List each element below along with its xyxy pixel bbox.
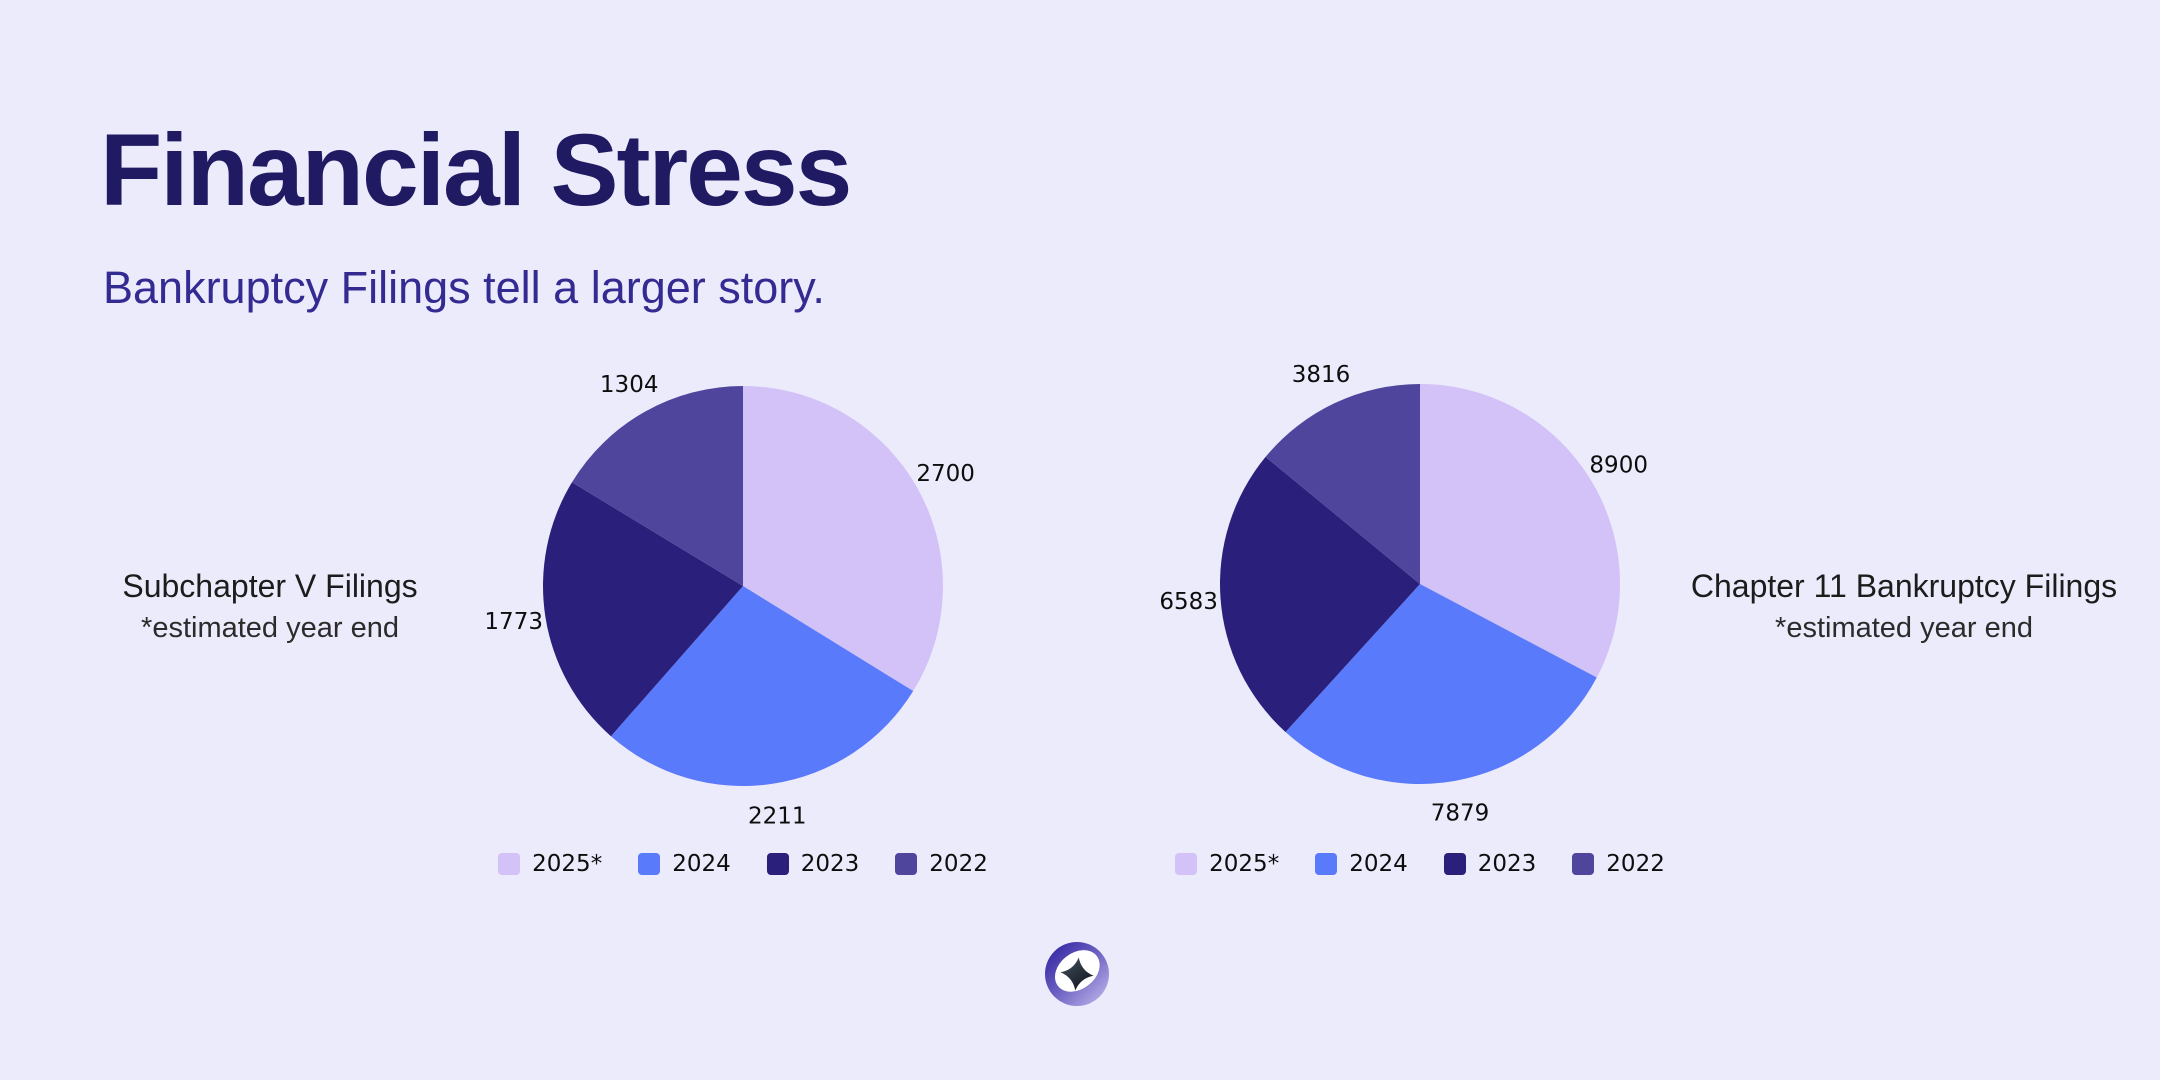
pie-slice-2022 bbox=[1265, 384, 1420, 584]
pie-value-label-2025*: 2700 bbox=[916, 461, 975, 487]
pie-chart-subchapter-v: 2700 2211 1773 1304 bbox=[484, 372, 975, 830]
sparkle-icon bbox=[1060, 957, 1094, 991]
chart-title: Subchapter V Filings bbox=[122, 568, 418, 604]
legend-label: 2025* bbox=[1209, 851, 1280, 877]
pie-slice-2024 bbox=[1285, 584, 1597, 784]
legend-item-2024: 2024 bbox=[638, 851, 731, 877]
pie-value-label-2023: 6583 bbox=[1159, 589, 1218, 615]
page-subtitle: Bankruptcy Filings tell a larger story. bbox=[103, 262, 825, 313]
pie-value-label-2022: 1304 bbox=[600, 372, 659, 398]
pie-slice-2025* bbox=[743, 386, 943, 692]
pie-value-label-2022: 3816 bbox=[1292, 362, 1351, 388]
legend-item-2023: 2023 bbox=[766, 851, 860, 877]
pie-value-label-2023: 1773 bbox=[484, 609, 543, 635]
pie-slice-2024 bbox=[610, 586, 914, 786]
legend-label: 2022 bbox=[929, 851, 988, 877]
legend-label: 2024 bbox=[672, 851, 731, 877]
legend-item-2024: 2024 bbox=[1315, 851, 1408, 877]
legend-item-2023: 2023 bbox=[1443, 851, 1537, 877]
pie-value-label-2025*: 8900 bbox=[1589, 452, 1648, 478]
pie-chart-chapter-11: 8900 7879 6583 3816 bbox=[1159, 362, 1648, 827]
legend-label: 2024 bbox=[1349, 851, 1408, 877]
chart-subtitle: *estimated year end bbox=[141, 612, 399, 644]
legend-swatch-icon bbox=[766, 853, 789, 875]
legend-label: 2022 bbox=[1606, 851, 1665, 877]
legend-swatch-icon bbox=[895, 853, 918, 875]
legend-swatch-icon bbox=[498, 853, 521, 875]
legend-item-2022: 2022 bbox=[895, 851, 988, 877]
legend-item-2022: 2022 bbox=[1572, 851, 1665, 877]
legend-subchapter-v: 2025* 2024 2023 2022 bbox=[443, 851, 1043, 877]
brand-logo bbox=[1045, 942, 1109, 1006]
chart-label-subchapter-v: Subchapter V Filings *estimated year end bbox=[80, 568, 460, 645]
chart-label-chapter-11: Chapter 11 Bankruptcy Filings *estimated… bbox=[1689, 568, 2119, 645]
chart-subtitle: *estimated year end bbox=[1775, 612, 2033, 644]
legend-swatch-icon bbox=[1315, 853, 1338, 875]
pie-value-label-2024: 7879 bbox=[1431, 801, 1490, 827]
legend-swatch-icon bbox=[1443, 853, 1466, 875]
legend-swatch-icon bbox=[638, 853, 661, 875]
legend-label: 2023 bbox=[800, 851, 860, 877]
legend-label: 2025* bbox=[532, 851, 603, 877]
pie-slice-2022 bbox=[571, 386, 743, 586]
page-title: Financial Stress bbox=[100, 113, 852, 227]
legend-item-2025*: 2025* bbox=[498, 851, 602, 877]
legend-swatch-icon bbox=[1572, 853, 1595, 875]
legend-label: 2023 bbox=[1477, 851, 1537, 877]
pie-value-label-2024: 2211 bbox=[748, 804, 807, 830]
pie-slice-2023 bbox=[1219, 456, 1420, 733]
legend-swatch-icon bbox=[1175, 853, 1198, 875]
pie-slice-2023 bbox=[542, 482, 743, 737]
legend-chapter-11: 2025* 2024 2023 2022 bbox=[1120, 851, 1720, 877]
pie-slice-2025* bbox=[1420, 384, 1620, 678]
legend-item-2025*: 2025* bbox=[1175, 851, 1279, 877]
chart-title: Chapter 11 Bankruptcy Filings bbox=[1690, 568, 2118, 604]
